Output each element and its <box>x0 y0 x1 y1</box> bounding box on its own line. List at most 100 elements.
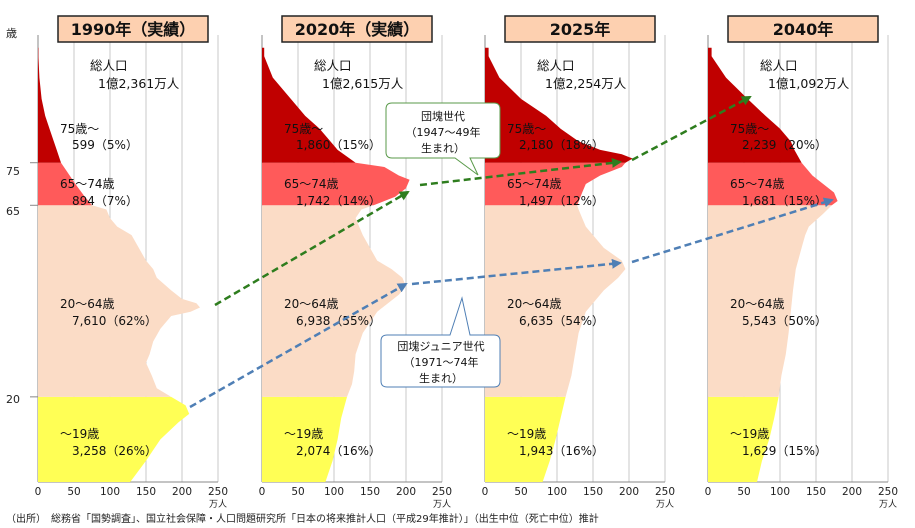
age-group-value: 1,943（16%） <box>519 444 604 458</box>
source-note: （出所） 総務省「国勢調査」、国立社会保障・人口問題研究所「日本の将来推計人口（… <box>6 514 599 525</box>
x-tick-label: 200 <box>396 486 416 498</box>
age-group-value: 2,074（16%） <box>296 444 381 458</box>
age-20-64-band <box>708 205 832 397</box>
panel-title-box <box>727 15 879 43</box>
total-population-value: 1億2,615万人 <box>322 76 404 91</box>
junior-arrow-3 <box>631 197 834 264</box>
total-population-label: 総人口 <box>314 58 352 73</box>
total-population-value: 1億1,092万人 <box>768 76 850 91</box>
panel-title-box <box>57 15 209 43</box>
panel-title: 2040年 <box>773 20 834 39</box>
age-75plus-band <box>708 47 802 163</box>
dankai-callout-line3: 生まれ） <box>421 141 465 155</box>
x-tick-label: 100 <box>100 486 120 498</box>
age-group-name: 20～64歳 <box>730 297 785 311</box>
dankai-callout: 団塊世代 （1947～49年 生まれ） <box>385 102 501 176</box>
age-65-74-band <box>38 162 92 206</box>
x-tick-label: 150 <box>360 486 380 498</box>
x-unit-label: 万人 <box>209 499 227 510</box>
age-20-64-band <box>485 205 626 397</box>
age-75plus-band <box>262 47 356 163</box>
x-tick-label: 250 <box>432 486 452 498</box>
pyramid-panels: 0 50 100 150 200 250万人1990年（実績）総人口1億2,361万人75… <box>30 15 898 510</box>
x-tick-label: 50 <box>67 486 80 498</box>
dankai-arrow-2 <box>419 157 622 187</box>
junior-callout-line3: 生まれ） <box>419 371 463 385</box>
age-group-value: 599（5%） <box>72 138 138 152</box>
age-group-value: 1,860（15%） <box>296 138 381 152</box>
panel-title: 2025年 <box>550 20 611 39</box>
age-group-name: ～19歳 <box>730 427 769 441</box>
x-unit-label: 万人 <box>656 499 674 510</box>
age-group-name: ～19歳 <box>284 427 323 441</box>
junior-callout-line2: （1971～74年 <box>404 355 479 369</box>
age-group-name: 75歳～ <box>507 122 546 136</box>
x-tick-label: 0 <box>35 486 42 498</box>
x-tick-label: 50 <box>291 486 304 498</box>
age-group-value: 3,258（26%） <box>72 444 157 458</box>
age-75plus-band <box>485 47 633 163</box>
generation-arrows <box>189 95 834 409</box>
panel-title: 1990年（実績） <box>71 20 196 39</box>
x-tick-label: 200 <box>619 486 639 498</box>
age-group-value: 894（7%） <box>72 194 138 208</box>
age-tick-20: 20 <box>6 393 20 406</box>
age-tick-75: 75 <box>6 165 20 178</box>
age-group-value: 1,497（12%） <box>519 194 604 208</box>
junior-callout-line1: 団塊ジュニア世代 <box>397 340 484 353</box>
age-group-name: 65～74歳 <box>60 177 115 191</box>
age-axis-unit: 歳 <box>6 27 17 40</box>
x-tick-label: 0 <box>482 486 489 498</box>
total-population-value: 1億2,361万人 <box>98 76 180 91</box>
age-group-value: 7,610（62%） <box>72 314 157 328</box>
total-population-label: 総人口 <box>760 58 798 73</box>
age-tick-65: 65 <box>6 205 20 218</box>
x-tick-label: 150 <box>806 486 826 498</box>
age-group-value: 2,239（20%） <box>742 138 827 152</box>
age-group-name: 20～64歳 <box>507 297 562 311</box>
x-tick-label: 0 <box>259 486 266 498</box>
x-tick-label: 200 <box>842 486 862 498</box>
age-group-value: 1,742（14%） <box>296 194 381 208</box>
age-group-name: 65～74歳 <box>507 177 562 191</box>
junior-arrow-1 <box>189 282 408 409</box>
x-tick-label: 100 <box>770 486 790 498</box>
age-group-name: 20～64歳 <box>284 297 339 311</box>
age-group-name: 65～74歳 <box>730 177 785 191</box>
x-tick-label: 250 <box>208 486 228 498</box>
age-0-19-band <box>708 396 779 482</box>
age-65-74-band <box>708 162 838 206</box>
total-population-label: 総人口 <box>537 58 575 73</box>
panel-title: 2020年（実績） <box>295 20 420 39</box>
age-group-name: 75歳～ <box>284 122 323 136</box>
age-0-19-band <box>485 396 566 482</box>
age-20-64-band <box>38 205 200 397</box>
x-unit-label: 万人 <box>433 499 451 510</box>
x-tick-label: 100 <box>547 486 567 498</box>
age-group-name: 65～74歳 <box>284 177 339 191</box>
age-group-name: 20～64歳 <box>60 297 115 311</box>
age-0-19-band <box>38 396 190 482</box>
panel-title-box <box>281 15 433 43</box>
age-0-19-band <box>262 396 347 482</box>
x-tick-label: 50 <box>737 486 750 498</box>
dankai-arrow-1 <box>214 190 410 307</box>
age-group-value: 6,635（54%） <box>519 314 604 328</box>
junior-callout: 団塊ジュニア世代 （1971～74年 生まれ） <box>380 296 501 388</box>
age-group-name: ～19歳 <box>60 427 99 441</box>
total-population-label: 総人口 <box>90 58 128 73</box>
x-tick-label: 250 <box>878 486 898 498</box>
age-group-name: 75歳～ <box>730 122 769 136</box>
junior-arrow-2 <box>411 258 622 286</box>
age-20-64-band <box>262 205 406 397</box>
x-tick-label: 150 <box>583 486 603 498</box>
dankai-callout-line1: 団塊世代 <box>421 110 465 123</box>
dankai-arrow-3 <box>631 95 752 162</box>
age-75plus-band <box>38 47 61 163</box>
x-tick-label: 50 <box>514 486 527 498</box>
age-group-value: 1,629（15%） <box>742 444 827 458</box>
